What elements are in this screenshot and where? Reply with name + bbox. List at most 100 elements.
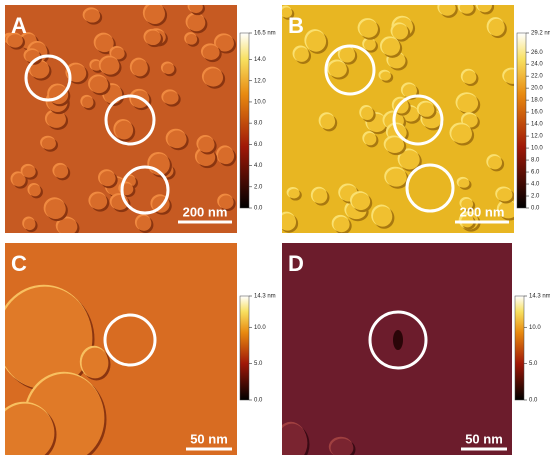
panel-label: C [11, 251, 27, 276]
particle [451, 124, 473, 144]
colorbar-tick-label: 14.0 [531, 122, 543, 128]
colorbar [516, 32, 527, 209]
particle [99, 171, 116, 187]
particle [503, 69, 514, 84]
particle [111, 47, 125, 60]
particle [306, 30, 327, 52]
colorbar-tick-label: 26.0 [531, 50, 543, 56]
particle [457, 94, 479, 113]
colorbar-tick-label: 20.0 [531, 86, 543, 92]
scale-bar-label: 50 nm [190, 431, 228, 446]
colorbar-tick-label: 14.0 [254, 57, 266, 63]
particle [333, 216, 350, 233]
colorbar-tick-label: 16.5 nm [254, 31, 276, 37]
particle [488, 18, 505, 37]
afm-image [5, 243, 237, 455]
colorbar-tick-label: 24.0 [531, 62, 543, 68]
particle [95, 34, 114, 53]
colorbar-tick-label: 10.0 [529, 325, 541, 331]
particle [282, 213, 297, 231]
particle [320, 114, 336, 130]
particle [46, 111, 66, 128]
highlight-circle [392, 94, 444, 146]
particle [339, 47, 356, 63]
particle [364, 132, 377, 146]
colorbar-tick-label: 0.0 [254, 398, 263, 404]
colorbar-tick-label: 29.2 nm [531, 31, 550, 37]
colorbar-tick-label: 8.0 [531, 158, 540, 164]
particle [5, 403, 55, 455]
particle [100, 57, 120, 75]
particle [67, 64, 87, 83]
particle [386, 168, 407, 187]
particle [392, 24, 409, 40]
particle [189, 5, 203, 14]
colorbar-tick-label: 14.3 nm [254, 294, 276, 300]
particle [30, 61, 50, 79]
particle [185, 33, 198, 45]
particle [57, 218, 78, 233]
highlight-circle [120, 165, 170, 215]
particle [217, 147, 235, 165]
particle [82, 96, 94, 109]
panel-label: D [288, 251, 304, 276]
panel-label: B [288, 13, 304, 38]
particle [381, 38, 401, 56]
particle [45, 199, 66, 220]
highlight-circle [324, 44, 376, 96]
colorbar-tick-label: 6.0 [531, 170, 540, 176]
particle [203, 68, 224, 87]
particle [22, 165, 36, 178]
particle [48, 85, 69, 105]
particle [294, 47, 309, 62]
colorbar-tick-label: 10.0 [531, 146, 543, 152]
particle [144, 5, 165, 24]
particle [312, 188, 328, 204]
particle [462, 70, 477, 84]
colorbar-tick-label: 16.0 [531, 110, 543, 116]
feature [393, 330, 403, 350]
particle [385, 137, 405, 153]
particle [288, 188, 300, 199]
particle [198, 136, 215, 153]
highlight-circle [405, 163, 455, 213]
colorbar [514, 295, 525, 401]
colorbar-tick-label: 4.0 [531, 182, 540, 188]
particle [418, 102, 435, 117]
particle [498, 201, 514, 219]
particle [459, 5, 474, 14]
particle [330, 438, 354, 455]
particle [162, 63, 175, 75]
particle [458, 178, 470, 188]
colorbar-tick-label: 22.0 [531, 74, 543, 80]
colorbar-tick-label: 12.0 [531, 134, 543, 140]
particle [131, 59, 148, 77]
particle [351, 192, 371, 211]
panel-label: A [11, 13, 27, 38]
particle [84, 9, 101, 23]
particle [145, 30, 161, 46]
colorbar-tick-label: 6.0 [254, 142, 263, 148]
colorbar-tick-label: 18.0 [531, 98, 543, 104]
colorbar-tick-label: 12.0 [254, 78, 266, 84]
particle [29, 184, 41, 197]
particle [187, 14, 206, 32]
particle [359, 19, 378, 38]
scale-bar-label: 200 nm [460, 204, 505, 219]
colorbar-tick-label: 5.0 [529, 361, 538, 367]
scale-bar-label: 50 nm [465, 431, 503, 446]
particle [282, 7, 293, 18]
particle [115, 120, 134, 140]
colorbar-tick-label: 14.3 nm [529, 294, 550, 300]
particle [439, 5, 456, 16]
particle [328, 61, 347, 78]
afm-panel: B 200 nm 0.0 2.0 4.0 6.0 8.0 10.0 12.0 14.0 16.0 18… [282, 5, 550, 233]
particle [7, 34, 23, 48]
highlight-circle [104, 94, 156, 146]
scale-bar-label: 200 nm [183, 204, 228, 219]
particle [54, 164, 69, 179]
particle [163, 91, 179, 105]
particle [89, 76, 109, 94]
afm-image [282, 243, 512, 455]
